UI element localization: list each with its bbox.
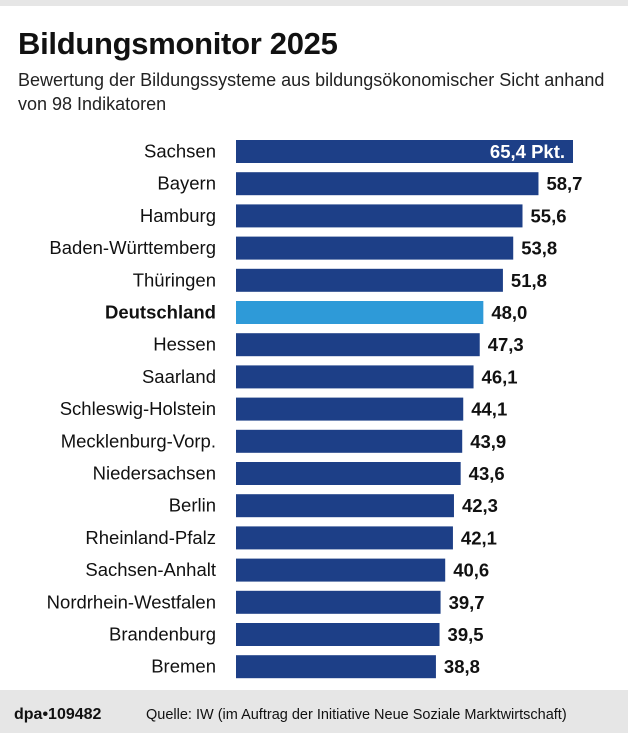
- bar-brandenburg: [236, 623, 440, 646]
- category-label-thüringen: Thüringen: [133, 269, 216, 290]
- category-label-deutschland: Deutschland: [105, 302, 216, 323]
- value-label-deutschland: 48,0: [491, 302, 527, 323]
- bar-hamburg: [236, 204, 523, 228]
- value-label-nordrhein-westfalen: 39,7: [449, 592, 485, 613]
- category-label-brandenburg: Brandenburg: [109, 624, 216, 645]
- category-label-hessen: Hessen: [153, 334, 216, 355]
- value-label-bremen: 38,8: [444, 656, 480, 677]
- bar-sachsen: [236, 140, 573, 163]
- category-label-mecklenburg-vorp-: Mecklenburg-Vorp.: [61, 430, 216, 451]
- value-label-niedersachsen: 43,6: [469, 463, 505, 484]
- category-label-nordrhein-westfalen: Nordrhein-Westfalen: [47, 591, 216, 612]
- value-label-brandenburg: 39,5: [448, 624, 484, 645]
- value-label-bayern: 58,7: [546, 173, 582, 194]
- bar-bayern: [236, 172, 539, 196]
- category-label-hamburg: Hamburg: [140, 205, 216, 226]
- chart-subtitle: Bewertung der Bildungssysteme aus bildun…: [18, 70, 605, 114]
- category-label-niedersachsen: Niedersachsen: [93, 463, 216, 484]
- value-label-saarland: 46,1: [482, 366, 518, 387]
- bar-hessen: [236, 333, 480, 357]
- bar-nordrhein-westfalen: [236, 590, 441, 614]
- value-label-hamburg: 55,6: [531, 205, 567, 226]
- bar-rheinland-pfalz: [236, 526, 453, 550]
- value-label-rheinland-pfalz: 42,1: [461, 527, 497, 548]
- bar-mecklenburg-vorp-: [236, 429, 463, 453]
- value-label-schleswig-holstein: 44,1: [471, 399, 507, 420]
- bar-chart: Sachsen 65,4 Pkt. Bayern 58,7 Hamburg 55,6 Bad…: [47, 140, 582, 679]
- value-label-mecklenburg-vorp-: 43,9: [470, 431, 506, 452]
- value-label-thüringen: 51,8: [511, 270, 547, 291]
- bar-bremen: [236, 655, 436, 679]
- value-label-berlin: 42,3: [462, 495, 498, 516]
- bar-deutschland: [236, 301, 484, 324]
- bar-schleswig-holstein: [236, 397, 464, 421]
- bar-sachsen-anhalt: [236, 558, 446, 582]
- bar-baden-württemberg: [236, 236, 514, 260]
- category-label-berlin: Berlin: [169, 495, 216, 516]
- bar-thüringen: [236, 268, 503, 292]
- value-label-hessen: 47,3: [488, 334, 524, 355]
- bar-niedersachsen: [236, 462, 461, 485]
- category-label-baden-württemberg: Baden-Württemberg: [49, 237, 216, 258]
- category-label-schleswig-holstein: Schleswig-Holstein: [60, 398, 216, 419]
- value-label-sachsen-anhalt: 40,6: [453, 560, 489, 581]
- bar-saarland: [236, 365, 474, 389]
- value-label-sachsen: 65,4 Pkt.: [490, 141, 565, 162]
- footer: dpa•109482 Quelle: IW (im Auftrag der In…: [0, 690, 628, 733]
- category-label-rheinland-pfalz: Rheinland-Pfalz: [85, 527, 216, 548]
- category-label-bayern: Bayern: [157, 173, 216, 194]
- bar-berlin: [236, 494, 454, 518]
- category-label-saarland: Saarland: [142, 366, 216, 387]
- value-label-baden-württemberg: 53,8: [521, 238, 557, 259]
- top-band: [0, 0, 628, 6]
- chart-title: Bildungsmonitor 2025: [18, 26, 338, 61]
- category-label-bremen: Bremen: [151, 656, 216, 677]
- category-label-sachsen: Sachsen: [144, 141, 216, 162]
- agency-id: dpa•109482: [14, 706, 102, 723]
- source-note: Quelle: IW (im Auftrag der Initiative Ne…: [146, 707, 567, 723]
- category-label-sachsen-anhalt: Sachsen-Anhalt: [85, 559, 216, 580]
